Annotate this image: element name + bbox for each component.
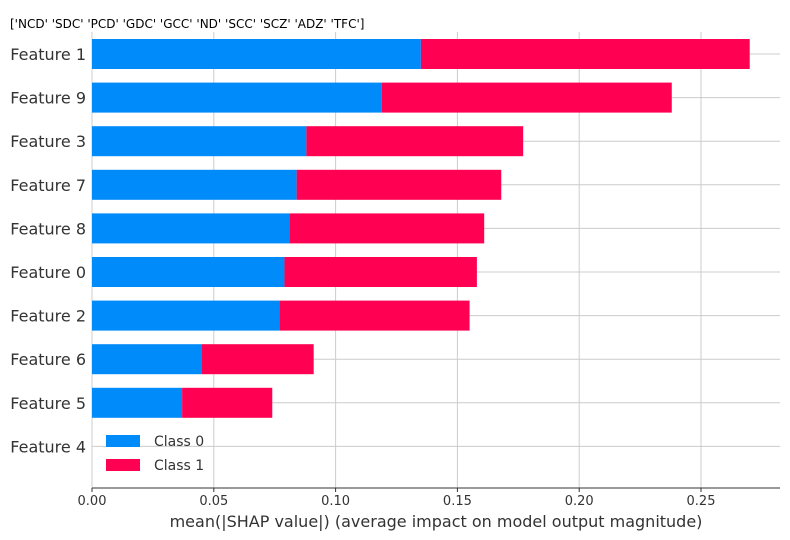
bar-class-1-feature-9 [381, 82, 672, 113]
bar-class-1-feature-2 [279, 300, 470, 331]
x-tick-label: 0.00 [78, 494, 107, 509]
bar-class-0-feature-6 [92, 344, 202, 375]
category-label: Feature 3 [10, 132, 86, 151]
category-label: Feature 9 [10, 89, 86, 108]
bar-class-0-feature-2 [92, 300, 280, 331]
bar-class-0-feature-0 [92, 257, 285, 287]
bars [92, 39, 750, 418]
legend-label: Class 0 [154, 434, 204, 450]
x-axis: 0.00 0.05 0.10 0.15 0.20 0.25 [78, 487, 780, 509]
category-label: Feature 2 [10, 307, 86, 326]
bar-class-0-feature-3 [92, 126, 307, 157]
bar-class-0-feature-5 [92, 387, 183, 418]
chart-title: ['NCD' 'SDC' 'PCD' 'GDC' 'GCC' 'ND' 'SCC… [10, 17, 364, 31]
bar-class-1-feature-1 [420, 39, 750, 69]
bar-class-0-feature-7 [92, 169, 297, 200]
category-label: Feature 5 [10, 394, 86, 413]
legend: Class 0 Class 1 [106, 434, 204, 474]
bar-class-1-feature-7 [296, 169, 502, 200]
x-tick-label: 0.05 [199, 494, 228, 509]
category-label: Feature 8 [10, 219, 86, 238]
bar-class-0-feature-8 [92, 213, 290, 244]
x-tick-label: 0.20 [565, 494, 594, 509]
x-tick-label: 0.25 [687, 494, 716, 509]
legend-swatch [106, 435, 140, 447]
bar-class-0-feature-9 [92, 82, 382, 113]
bar-class-1-feature-0 [284, 257, 477, 287]
category-label: Feature 0 [10, 263, 86, 282]
bar-class-1-feature-8 [289, 213, 485, 244]
x-axis-title: mean(|SHAP value|) (average impact on mo… [170, 512, 703, 531]
category-label: Feature 7 [10, 176, 86, 195]
legend-label: Class 1 [154, 458, 204, 474]
bar-class-1-feature-5 [182, 387, 273, 418]
bar-class-1-feature-3 [306, 126, 524, 157]
bar-class-1-feature-6 [201, 344, 314, 375]
category-label: Feature 1 [10, 45, 86, 64]
x-tick-label: 0.15 [443, 494, 472, 509]
category-label: Feature 6 [10, 350, 86, 369]
category-label: Feature 4 [10, 437, 86, 456]
legend-swatch [106, 459, 140, 471]
bar-class-0-feature-1 [92, 39, 421, 69]
x-tick-label: 0.10 [321, 494, 350, 509]
category-labels: Feature 1 Feature 9 Feature 3 Feature 7 Feat… [10, 45, 86, 456]
